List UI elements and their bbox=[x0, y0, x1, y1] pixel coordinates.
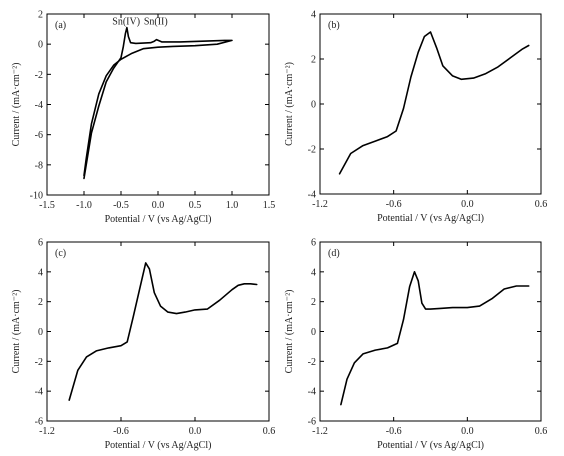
x-tick-label: -1.0 bbox=[76, 200, 92, 211]
x-tick-label: -1.2 bbox=[312, 199, 328, 210]
peak-annotation: Sn(IV) bbox=[112, 17, 140, 28]
y-tick-label: 4 bbox=[311, 267, 316, 278]
x-tick-label: -1.2 bbox=[312, 426, 328, 437]
x-tick-label: 0.6 bbox=[535, 199, 548, 210]
y-tick-label: -10 bbox=[30, 191, 43, 202]
chart-panel-d: -1.2 -0.6 0.0 0.6 -6 -4 -2 0 2 4 6 Potential / V (v… bbox=[284, 238, 547, 452]
plot-frame bbox=[319, 241, 542, 422]
y-tick-label: -4 bbox=[308, 387, 316, 398]
x-tick-label: 0.0 bbox=[461, 426, 474, 437]
y-tick-label: -6 bbox=[35, 130, 43, 141]
y-axis-label: Current / (mA·cm⁻²) bbox=[11, 290, 22, 374]
series-line bbox=[338, 31, 530, 175]
y-tick-label: -8 bbox=[35, 160, 43, 171]
x-tick-label: -0.6 bbox=[386, 199, 402, 210]
y-tick-label: -2 bbox=[35, 357, 43, 368]
x-tick-label: 0.0 bbox=[461, 199, 474, 210]
plot-frame bbox=[46, 13, 270, 196]
series-line bbox=[83, 26, 233, 180]
x-tick-label: 0.6 bbox=[535, 426, 548, 437]
y-tick-label: 6 bbox=[311, 238, 316, 249]
x-axis-label: Potential / V (vs Ag/AgCl) bbox=[105, 440, 212, 451]
y-tick-label: 0 bbox=[38, 40, 43, 51]
x-axis-label: Potential / V (vs Ag/AgCl) bbox=[105, 214, 212, 225]
y-tick-label: -6 bbox=[35, 417, 43, 428]
y-tick-label: 0 bbox=[311, 327, 316, 338]
x-axis-label: Potential / V (vs Ag/AgCl) bbox=[377, 213, 484, 224]
x-axis-label: Potential / V (vs Ag/AgCl) bbox=[377, 440, 484, 451]
y-tick-label: -6 bbox=[308, 417, 316, 428]
y-tick-label: -2 bbox=[308, 357, 316, 368]
y-tick-label: 2 bbox=[311, 297, 316, 308]
y-tick-label: 2 bbox=[311, 55, 316, 66]
x-tick-label: 1.5 bbox=[263, 200, 276, 211]
y-tick-label: 2 bbox=[38, 10, 43, 21]
y-axis-label: Current / (mA·cm⁻²) bbox=[284, 62, 295, 146]
y-tick-label: -2 bbox=[35, 70, 43, 81]
chart-panel-c: -1.2 -0.6 0.0 0.6 -6 -4 -2 0 2 4 6 Potential / V (v… bbox=[11, 238, 275, 452]
series-line bbox=[340, 270, 530, 406]
y-tick-label: 6 bbox=[38, 238, 43, 249]
panel-label: (a) bbox=[55, 20, 66, 31]
y-tick-label: -2 bbox=[308, 145, 316, 156]
y-tick-label: -4 bbox=[35, 387, 43, 398]
x-tick-label: 0.0 bbox=[189, 426, 202, 437]
y-tick-label: 0 bbox=[311, 100, 316, 111]
y-tick-label: 0 bbox=[38, 327, 43, 338]
chart-panel-a: -1.5 -1.0 -0.5 0.0 0.5 1.0 1.5 -10 -8 -6 -4 -2 0 2 Pot… bbox=[11, 10, 275, 226]
panel-label: (c) bbox=[55, 248, 66, 259]
y-tick-label: 4 bbox=[311, 10, 316, 21]
x-tick-label: 1.0 bbox=[226, 200, 239, 211]
y-tick-label: -4 bbox=[308, 190, 316, 201]
plot-frame bbox=[46, 241, 270, 422]
peak-annotation: Sn(II) bbox=[144, 17, 168, 28]
y-axis-label: Current / (mA·cm⁻²) bbox=[11, 63, 22, 147]
x-tick-label: 0.5 bbox=[189, 200, 202, 211]
plot-frame bbox=[319, 13, 542, 195]
x-tick-label: -1.2 bbox=[39, 426, 55, 437]
x-tick-label: 0.6 bbox=[263, 426, 276, 437]
y-axis-label: Current / (mA·cm⁻²) bbox=[284, 290, 295, 374]
series-line bbox=[68, 262, 258, 401]
panel-label: (b) bbox=[328, 20, 340, 31]
panel-label: (d) bbox=[328, 248, 340, 259]
y-tick-label: -4 bbox=[35, 100, 43, 111]
x-tick-label: -0.5 bbox=[113, 200, 129, 211]
x-tick-label: -0.6 bbox=[386, 426, 402, 437]
y-tick-label: 4 bbox=[38, 267, 43, 278]
y-tick-label: 2 bbox=[38, 297, 43, 308]
x-tick-label: 0.0 bbox=[152, 200, 165, 211]
chart-panel-b: -1.2 -0.6 0.0 0.6 -4 -2 0 2 4 Potential / V (vs A… bbox=[284, 10, 547, 225]
x-tick-label: -1.5 bbox=[39, 200, 55, 211]
x-tick-label: -0.6 bbox=[113, 426, 129, 437]
